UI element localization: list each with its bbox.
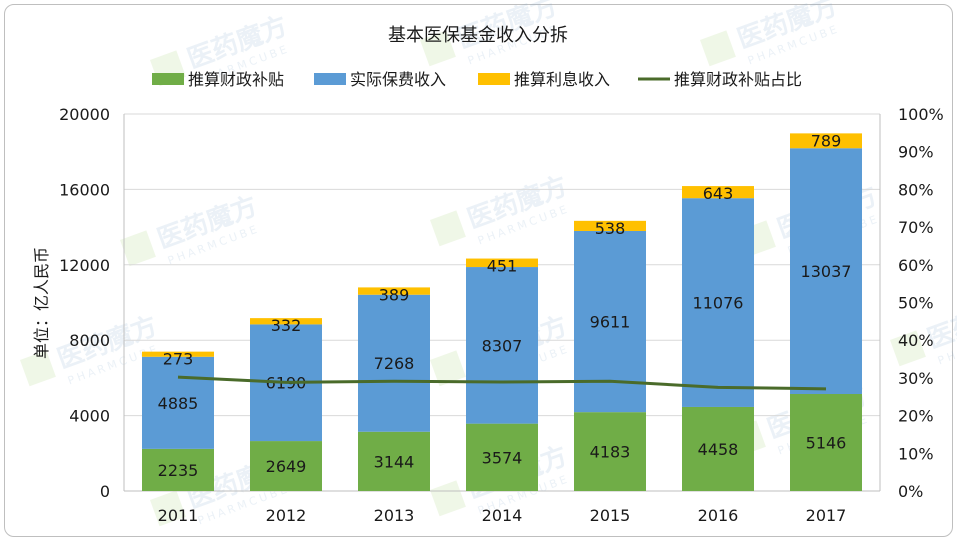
watermark-cube-icon	[430, 210, 466, 247]
x-tick-label: 2014	[482, 506, 523, 525]
y-tick-label: 0	[100, 482, 110, 501]
bar-1	[682, 198, 754, 407]
bar-0	[682, 406, 754, 491]
bar-0	[466, 423, 538, 491]
y-tick-label: 8000	[69, 331, 110, 350]
x-tick-label: 2016	[698, 506, 739, 525]
y2-tick-label: 60%	[898, 256, 934, 275]
y2-tick-label: 100%	[898, 105, 944, 124]
data-label-2: 451	[487, 257, 518, 276]
data-label-1: 8307	[482, 336, 523, 355]
data-label-0: 2235	[158, 461, 199, 480]
y2-tick-label: 90%	[898, 143, 934, 162]
bar-0	[250, 441, 322, 491]
y-tick-label: 20000	[59, 105, 110, 124]
data-label-0: 5146	[806, 433, 847, 452]
data-label-0: 3144	[374, 452, 415, 471]
data-label-2: 538	[595, 219, 626, 238]
y2-tick-label: 20%	[898, 407, 934, 426]
watermark-cube-icon	[20, 350, 56, 387]
x-tick-label: 2011	[158, 506, 199, 525]
chart-title: 基本医保基金收入分拆	[388, 25, 568, 46]
line-series-3	[177, 375, 827, 391]
data-label-0: 2649	[266, 457, 307, 476]
bar-1	[790, 148, 862, 394]
legend-label-1: 实际保费收入	[350, 70, 446, 89]
legend-label-3: 推算财政补贴占比	[674, 70, 802, 89]
bar-0	[142, 448, 214, 491]
watermark-cube-icon	[430, 350, 466, 387]
y2-tick-label: 30%	[898, 369, 934, 388]
bar-0	[358, 431, 430, 491]
bar-2	[358, 287, 430, 295]
data-label-1: 13037	[801, 262, 852, 281]
data-label-1: 4885	[158, 394, 199, 413]
watermark-cube-icon	[420, 30, 456, 67]
data-label-1: 7268	[374, 354, 415, 373]
y-tick-label: 16000	[59, 180, 110, 199]
data-label-0: 4458	[698, 440, 739, 459]
y2-tick-label: 80%	[898, 180, 934, 199]
bar-0	[790, 393, 862, 491]
bar-1	[142, 356, 214, 449]
bar-2	[682, 186, 754, 199]
legend-swatch-0	[152, 73, 184, 85]
legend-label-2: 推算利息收入	[514, 70, 610, 89]
y-axis-title: 单位：亿人民币	[32, 247, 51, 359]
bar-0	[574, 412, 646, 491]
bar-2	[574, 220, 646, 231]
data-label-2: 273	[163, 350, 194, 369]
data-label-1: 11076	[693, 294, 744, 313]
watermark-cube-icon	[150, 490, 186, 527]
data-label-2: 389	[379, 285, 410, 304]
data-label-2: 789	[811, 131, 842, 150]
y-tick-label: 4000	[69, 407, 110, 426]
y2-tick-label: 70%	[898, 218, 934, 237]
watermark-cube-icon	[430, 480, 466, 517]
legend-swatch-1	[314, 73, 346, 85]
bar-2	[790, 133, 862, 149]
data-label-2: 643	[703, 184, 734, 203]
y2-tick-label: 0%	[898, 482, 923, 501]
legend-swatch-2	[478, 73, 510, 85]
watermark-cube-icon	[890, 330, 926, 367]
data-label-0: 4183	[590, 443, 631, 462]
bar-1	[466, 267, 538, 424]
y2-tick-label: 50%	[898, 294, 934, 313]
y2-tick-label: 40%	[898, 331, 934, 350]
x-tick-label: 2012	[266, 506, 307, 525]
y-tick-label: 12000	[59, 256, 110, 275]
bar-2	[250, 318, 322, 325]
data-label-2: 332	[271, 316, 302, 335]
legend-label-0: 推算财政补贴	[188, 70, 284, 89]
x-tick-label: 2015	[590, 506, 631, 525]
watermark-cube-icon	[120, 230, 156, 267]
y2-tick-label: 10%	[898, 444, 934, 463]
data-label-1: 9611	[590, 313, 631, 332]
bar-2	[466, 258, 538, 268]
bar-2	[142, 351, 214, 357]
watermark-cube-icon	[700, 30, 736, 67]
x-tick-label: 2017	[806, 506, 847, 525]
x-tick-label: 2013	[374, 506, 415, 525]
bar-1	[358, 294, 430, 432]
data-label-0: 3574	[482, 448, 523, 467]
